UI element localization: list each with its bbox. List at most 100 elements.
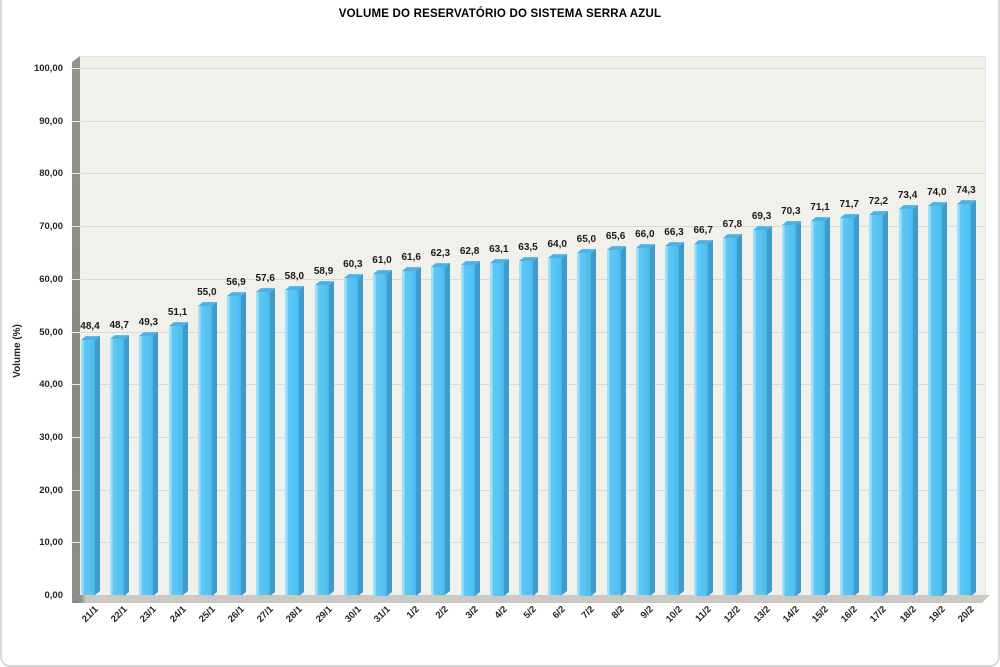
bar-side-face	[708, 239, 714, 596]
bar-front-face	[402, 270, 417, 596]
axis-tick	[70, 384, 80, 386]
bar-value-label: 70,3	[781, 206, 801, 217]
bar	[665, 242, 684, 596]
bar	[577, 248, 597, 596]
bar-front-face	[635, 247, 650, 596]
axis-tick	[70, 68, 80, 69]
bar-front-face	[139, 335, 154, 596]
bar-value-label: 71,7	[839, 198, 859, 210]
bar-front-face	[373, 274, 387, 596]
bar	[723, 234, 743, 596]
gridline	[81, 120, 985, 122]
bar	[81, 336, 100, 596]
bar-side-face	[795, 220, 801, 596]
bar-side-face	[270, 287, 276, 596]
axis-tick	[70, 331, 80, 333]
axis-tick	[70, 489, 80, 491]
plot-floor-3d	[72, 595, 990, 603]
y-tick-label: 60,00	[39, 273, 63, 285]
bar-side-face	[299, 285, 305, 596]
bar	[373, 269, 392, 596]
bar-front-face	[694, 244, 709, 596]
bar-side-face	[766, 226, 772, 596]
bar-front-face	[898, 208, 913, 596]
bar-front-face	[314, 285, 329, 596]
y-tick-label: 0,00	[44, 590, 64, 601]
bar-side-face	[679, 242, 684, 596]
bar-value-label: 61,0	[372, 255, 392, 266]
bar-side-face	[737, 234, 743, 596]
bar-side-face	[153, 331, 159, 596]
bar-value-label: 66,0	[635, 228, 655, 240]
bar-front-face	[197, 305, 212, 596]
bar	[460, 260, 480, 596]
bar-side-face	[591, 248, 597, 596]
bar-front-face	[606, 249, 621, 596]
bar-side-face	[533, 256, 538, 596]
y-tick-label: 70,00	[39, 221, 63, 233]
bar-value-label: 65,0	[576, 234, 597, 245]
bar	[957, 199, 976, 596]
bar-value-label: 58,9	[313, 266, 334, 278]
bar	[635, 243, 655, 596]
y-tick-label: 10,00	[39, 537, 63, 549]
bar-value-label: 56,9	[226, 276, 246, 288]
bar-front-face	[840, 217, 855, 596]
bar-value-label: 73,4	[897, 189, 918, 201]
y-tick-label: 40,00	[39, 379, 63, 391]
bar-side-face	[357, 273, 363, 596]
bar-value-label: 67,8	[722, 219, 743, 231]
bar-front-face	[577, 253, 592, 596]
bar-value-label: 61,6	[401, 251, 421, 263]
bar-value-label: 74,3	[956, 184, 976, 196]
bar-side-face	[649, 243, 655, 596]
bar-value-label: 62,8	[459, 245, 480, 257]
bar-front-face	[811, 220, 825, 596]
bar-front-face	[256, 291, 271, 596]
bar-side-face	[182, 322, 188, 596]
bar-side-face	[416, 266, 422, 596]
bar-side-face	[912, 204, 918, 596]
bar-side-face	[241, 291, 246, 596]
bar-value-label: 63,5	[518, 241, 538, 253]
bar-value-label: 57,6	[255, 272, 275, 284]
y-tick-label: 30,00	[39, 431, 63, 443]
bar-front-face	[752, 230, 767, 596]
bar	[110, 334, 130, 596]
y-tick-label: 80,00	[39, 168, 63, 180]
gridline	[81, 68, 985, 69]
bar	[227, 291, 246, 596]
bar-front-face	[665, 246, 679, 596]
bar	[869, 210, 889, 596]
bar-side-face	[503, 258, 509, 596]
bar-value-label: 66,7	[693, 225, 713, 236]
bar-front-face	[431, 267, 446, 596]
bar-front-face	[343, 277, 358, 596]
bar-value-label: 55,0	[197, 286, 217, 298]
bar	[168, 322, 188, 596]
bar	[781, 220, 801, 596]
bar	[752, 226, 772, 596]
y-tick-label: 90,00	[39, 115, 63, 127]
bar-value-label: 69,3	[751, 211, 772, 223]
bar-side-face	[971, 199, 976, 596]
bar	[548, 254, 568, 596]
bar-value-label: 71,1	[810, 201, 830, 213]
bar-side-face	[95, 336, 100, 596]
bar-front-face	[110, 338, 125, 596]
bar-value-label: 74,0	[927, 186, 947, 198]
plot-left-wall-3d	[72, 56, 80, 603]
bar-front-face	[723, 238, 738, 596]
bar-side-face	[854, 213, 860, 596]
bar-front-face	[957, 203, 971, 596]
bar	[811, 216, 830, 596]
gridline	[81, 173, 985, 175]
bar-value-label: 48,4	[80, 321, 100, 333]
bar-value-label: 63,1	[489, 244, 509, 255]
bar	[402, 266, 422, 596]
bar-front-face	[227, 295, 241, 596]
bar-side-face	[328, 281, 334, 596]
bar	[489, 258, 509, 596]
bar	[314, 281, 334, 596]
